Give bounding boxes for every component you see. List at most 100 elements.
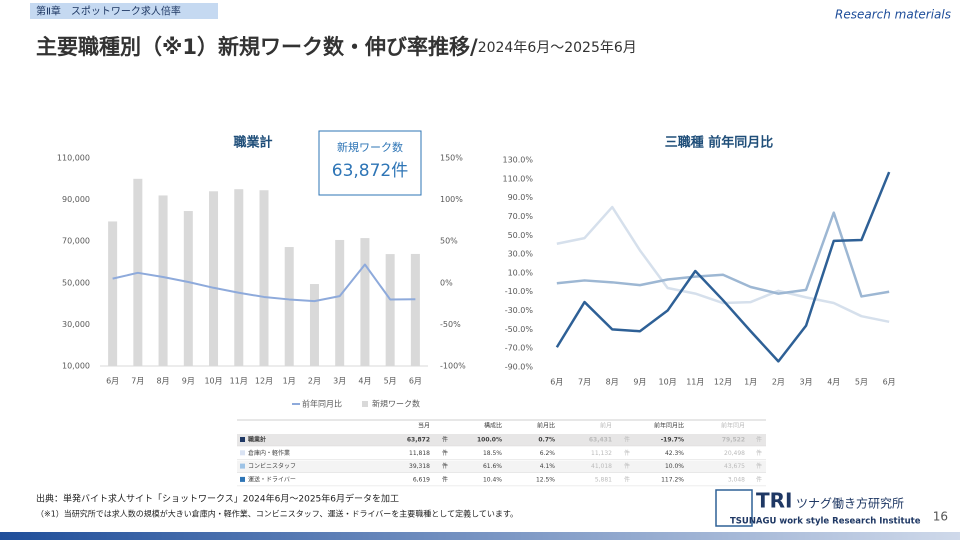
legend-label: 前年同月比 bbox=[302, 399, 342, 409]
x-tick-label: 3月 bbox=[333, 377, 346, 386]
table-row-bg bbox=[237, 447, 766, 460]
y-tick-label: -70.0% bbox=[505, 344, 534, 353]
bar bbox=[284, 247, 294, 366]
org: ツナグ働き方研究所 bbox=[796, 496, 904, 511]
x-tick-label: 5月 bbox=[855, 378, 868, 387]
y-tick-label: 70,000 bbox=[62, 237, 90, 246]
row-label: 倉庫内・軽作業 bbox=[248, 449, 290, 457]
table-cell: -19.7% bbox=[661, 437, 684, 444]
table-header: 前年同月比 bbox=[654, 422, 684, 430]
line-series bbox=[112, 263, 416, 303]
table-cell: 11,818 bbox=[409, 450, 430, 457]
y-tick-label: -30.0% bbox=[505, 306, 534, 315]
subtitle: 2024年6月～2025年6月 bbox=[478, 40, 637, 56]
table-unit: 件 bbox=[442, 449, 448, 457]
table-header: 構成比 bbox=[484, 422, 502, 430]
callout-box bbox=[318, 130, 422, 196]
table-cell: 6.2% bbox=[540, 450, 556, 457]
table-cell: 6,619 bbox=[413, 476, 430, 483]
x-tick-label: 8月 bbox=[606, 378, 619, 387]
table-unit: 件 bbox=[624, 449, 630, 457]
bar bbox=[259, 190, 269, 366]
table-unit: 件 bbox=[624, 436, 630, 444]
x-tick-label: 9月 bbox=[182, 377, 195, 386]
x-tick-label: 4月 bbox=[827, 378, 840, 387]
table-cell: 117.2% bbox=[661, 476, 684, 483]
table-unit: 件 bbox=[442, 436, 448, 444]
x-tick-label: 4月 bbox=[358, 377, 371, 386]
y2-tick-label: 100% bbox=[440, 195, 463, 204]
table-cell: 43,675 bbox=[724, 463, 745, 470]
row-label: コンビニスタッフ bbox=[248, 462, 296, 470]
table-cell: 63,872 bbox=[407, 437, 430, 444]
bar bbox=[360, 238, 370, 366]
x-tick-label: 6月 bbox=[883, 378, 896, 387]
table-cell: 39,318 bbox=[409, 463, 430, 470]
table-cell: 11,132 bbox=[591, 450, 612, 457]
callout-value: 63,872件 bbox=[332, 161, 408, 181]
x-tick-label: 12月 bbox=[714, 378, 732, 387]
table-cell: 0.7% bbox=[538, 437, 555, 444]
y-tick-label: 10.0% bbox=[508, 268, 534, 277]
legend-swatch bbox=[362, 401, 368, 407]
x-tick-label: 6月 bbox=[409, 377, 422, 386]
x-tick-label: 6月 bbox=[550, 378, 563, 387]
table-unit: 件 bbox=[756, 462, 762, 470]
y-tick-label: 30.0% bbox=[508, 250, 534, 259]
bar bbox=[183, 211, 193, 366]
bar bbox=[309, 284, 319, 366]
table-row-bg bbox=[237, 460, 766, 473]
y2-tick-label: -50% bbox=[440, 320, 461, 329]
table-cell: 61.6% bbox=[483, 463, 502, 470]
org-en: TSUNAGU work style Research Institute bbox=[730, 517, 921, 527]
x-tick-label: 10月 bbox=[659, 378, 677, 387]
line-series bbox=[556, 205, 890, 324]
line-series bbox=[555, 171, 891, 363]
y-tick-label: -10.0% bbox=[505, 287, 534, 296]
table-header: 当月 bbox=[418, 422, 430, 430]
x-tick-label: 11月 bbox=[686, 378, 704, 387]
table-row-bg bbox=[237, 434, 766, 446]
table-cell: 12.5% bbox=[536, 476, 555, 483]
bar bbox=[158, 195, 168, 366]
x-tick-label: 5月 bbox=[384, 377, 397, 386]
x-tick-label: 1月 bbox=[283, 377, 296, 386]
y-tick-label: 110.0% bbox=[502, 174, 533, 183]
bottom-strip bbox=[0, 532, 960, 540]
y2-tick-label: 50% bbox=[440, 237, 458, 246]
logo: TRI bbox=[756, 489, 792, 513]
x-tick-label: 2月 bbox=[772, 378, 785, 387]
table-cell: 100.0% bbox=[477, 437, 502, 444]
table-header: 前年同月 bbox=[721, 422, 745, 430]
logo-mark bbox=[715, 489, 753, 527]
table-cell: 10.4% bbox=[483, 476, 502, 483]
x-tick-label: 3月 bbox=[800, 378, 813, 387]
x-tick-label: 7月 bbox=[578, 378, 591, 387]
y-tick-label: 50.0% bbox=[508, 231, 534, 240]
x-tick-label: 8月 bbox=[157, 377, 170, 386]
table-cell: 3,048 bbox=[728, 476, 745, 483]
callout-label: 新規ワーク数 bbox=[337, 140, 403, 154]
chapter: 第Ⅱ章 スポットワーク求人倍率 bbox=[36, 5, 181, 18]
y-tick-label: 130.0% bbox=[502, 156, 533, 165]
row-swatch bbox=[240, 450, 245, 456]
bar bbox=[335, 239, 345, 366]
y-tick-label: 110,000 bbox=[57, 154, 90, 163]
row-label: 職業計 bbox=[248, 436, 266, 444]
table-row-bg bbox=[237, 473, 766, 486]
x-tick-label: 7月 bbox=[131, 377, 144, 386]
table-cell: 41,018 bbox=[591, 463, 612, 470]
table-cell: 79,522 bbox=[722, 437, 745, 444]
y2-tick-label: -100% bbox=[440, 362, 466, 371]
y-tick-label: 30,000 bbox=[62, 320, 90, 329]
tag: Research materials bbox=[835, 8, 951, 22]
table-unit: 件 bbox=[624, 475, 630, 483]
table-unit: 件 bbox=[756, 475, 762, 483]
y-tick-label: 90.0% bbox=[508, 193, 534, 202]
x-tick-label: 11月 bbox=[230, 377, 248, 386]
y-tick-label: 90,000 bbox=[62, 195, 90, 204]
x-tick-label: 1月 bbox=[744, 378, 757, 387]
bar bbox=[385, 254, 395, 366]
table-unit: 件 bbox=[624, 462, 630, 470]
